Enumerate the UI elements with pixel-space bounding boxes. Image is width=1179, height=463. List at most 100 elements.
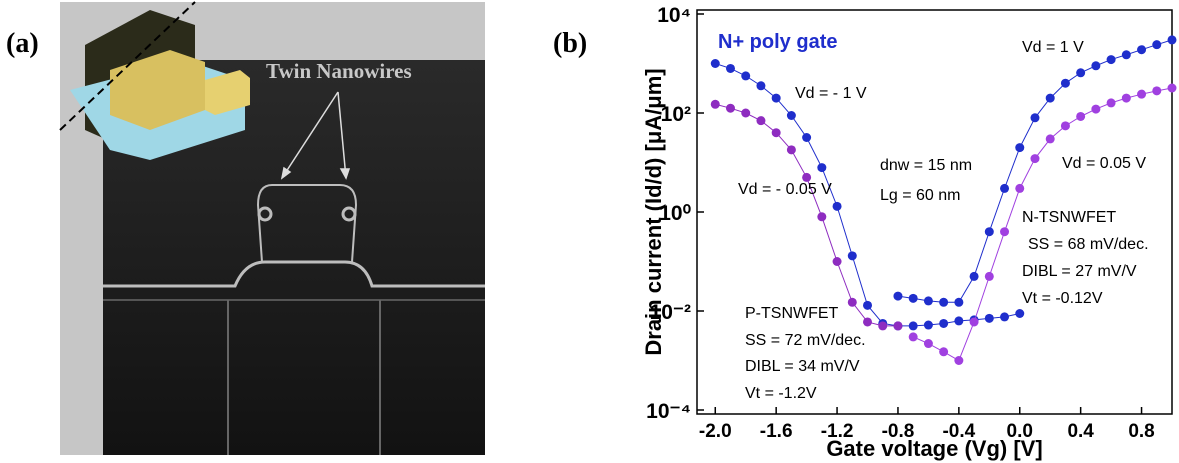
annotation: Lg = 60 nm	[880, 187, 961, 204]
data-point	[1015, 183, 1025, 193]
annotation: SS = 68 mV/dec.	[1028, 236, 1149, 253]
data-point	[710, 99, 720, 109]
annotation: Vt = -1.2V	[745, 385, 817, 402]
data-point	[1152, 86, 1162, 96]
series-label: Vd = - 1 V	[795, 85, 867, 102]
data-point	[817, 212, 827, 222]
data-point	[954, 356, 964, 365]
data-point	[725, 103, 735, 113]
data-point	[939, 297, 949, 307]
data-point	[832, 257, 842, 266]
data-point	[847, 251, 857, 261]
data-point	[1137, 89, 1147, 99]
data-point	[863, 317, 873, 327]
annotation-arrows	[280, 91, 351, 180]
data-point	[710, 59, 720, 68]
y-tick-label: 10⁻²	[650, 301, 691, 324]
annotation: DIBL = 34 mV/V	[745, 358, 860, 375]
data-point	[756, 81, 766, 91]
annotation: N-TSNWFET	[1022, 209, 1116, 226]
data-point	[923, 339, 933, 349]
data-point	[1030, 154, 1040, 164]
data-point	[1091, 61, 1101, 71]
data-point	[893, 321, 903, 331]
x-tick-label: 0.0	[1007, 421, 1033, 442]
x-tick-label: -0.8	[882, 421, 915, 442]
data-point	[756, 116, 766, 126]
data-point	[1121, 50, 1131, 60]
series-label: Vd = 1 V	[1022, 39, 1084, 56]
panel-label: (b)	[553, 28, 587, 59]
data-point	[908, 293, 918, 303]
data-point	[1091, 104, 1101, 114]
chart: 10⁻⁴ 10⁻² 10⁰ 10² 10⁴ -2.0 -1.6 -1.2 -0.8 -0.4 0.0…	[641, 4, 1177, 461]
data-point	[908, 321, 918, 331]
x-tick-label: -2.0	[699, 421, 732, 442]
data-point	[984, 227, 994, 237]
annotation: DIBL = 27 mV/V	[1022, 263, 1137, 280]
data-point	[771, 128, 781, 138]
sem-structure	[103, 184, 485, 455]
data-point	[969, 271, 979, 281]
y-tick-label: 10⁴	[657, 4, 691, 27]
annotation: Vt = -0.12V	[1022, 290, 1103, 307]
y-tick-label: 10⁰	[659, 202, 691, 225]
data-point	[984, 271, 994, 281]
data-point	[741, 71, 751, 81]
data-point	[984, 313, 994, 323]
annotation: dnw = 15 nm	[880, 157, 972, 174]
annotation: P-TSNWFET	[745, 305, 839, 322]
data-point	[847, 297, 857, 307]
data-point	[741, 108, 751, 118]
x-tick-label: -1.2	[821, 421, 854, 442]
data-point	[908, 332, 918, 342]
data-point	[1000, 183, 1010, 193]
data-point	[725, 63, 735, 73]
y-tick-label: 10²	[661, 103, 691, 126]
data-point	[1060, 121, 1070, 131]
device-icon	[59, 1, 250, 160]
x-tick-label: 0.8	[1128, 421, 1154, 442]
data-point	[1106, 98, 1116, 108]
series-label: Vd = 0.05 V	[1062, 155, 1146, 172]
data-point	[923, 296, 933, 306]
x-tick-label: -0.4	[942, 421, 975, 442]
data-point	[1076, 68, 1086, 78]
panel-label: (a)	[6, 28, 39, 59]
data-point	[1045, 134, 1055, 144]
x-axis-title: Gate voltage (Vg) [V]	[826, 436, 1042, 461]
data-point	[802, 132, 812, 142]
data-point	[786, 111, 796, 121]
y-axis-title: Drain current (Id/d) [μA/μm]	[641, 68, 666, 355]
data-point	[863, 300, 873, 310]
x-tick-label: -1.6	[760, 421, 793, 442]
annotation: N+ poly gate	[718, 31, 837, 53]
data-point	[802, 172, 812, 182]
x-tick-label: 0.4	[1067, 421, 1094, 442]
data-point	[786, 145, 796, 155]
data-point	[1167, 35, 1177, 45]
data-point	[954, 316, 964, 326]
annotation: SS = 72 mV/dec.	[745, 332, 866, 349]
data-point	[878, 321, 888, 331]
data-point	[893, 291, 903, 301]
data-point	[1060, 78, 1070, 88]
data-point	[939, 318, 949, 328]
data-point	[1137, 45, 1147, 55]
data-point	[1076, 111, 1086, 121]
series-label: Vd = - 0.05 V	[738, 181, 832, 198]
data-point	[1152, 40, 1162, 50]
data-point	[1000, 312, 1010, 322]
sem-annotation: Twin Nanowires	[266, 59, 412, 83]
data-point	[969, 317, 979, 327]
data-point	[771, 93, 781, 103]
data-point	[817, 163, 827, 173]
y-tick-label: 10⁻⁴	[646, 400, 691, 423]
data-point	[1015, 309, 1025, 319]
data-point	[1030, 113, 1040, 123]
data-point	[1015, 143, 1025, 153]
data-point	[1167, 83, 1177, 93]
data-point	[939, 347, 949, 357]
data-point	[1106, 55, 1116, 65]
